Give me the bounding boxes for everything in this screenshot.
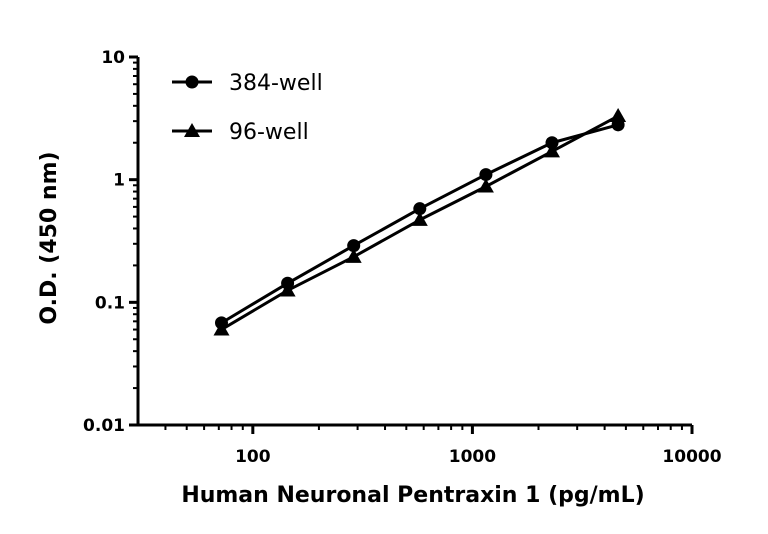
data-point-triangle [345,248,362,263]
data-point-circle [479,168,493,182]
y-tick-label: 10 [101,48,125,68]
legend-item: 96-well [172,120,309,145]
y-tick-label: 0.01 [83,416,125,436]
x-tick-label: 100 [235,447,271,467]
y-tick-label: 1 [113,171,125,191]
data-point-triangle [544,143,561,158]
data-point-triangle [610,108,627,123]
data-point-triangle [213,321,230,336]
data-point-circle [545,136,559,150]
axes: 0.01 0.1 1 10 100 1000 10000 [83,48,722,467]
data-point-circle [347,239,361,253]
legend-item: 384-well [172,71,323,96]
legend-circle-marker [185,75,199,89]
legend-triangle-marker [184,123,200,137]
x-axis-title: Human Neuronal Pentraxin 1 (pg/mL) [181,483,644,508]
data-point-circle [413,202,427,216]
data-point-triangle [279,282,296,297]
series-layer [213,108,627,336]
legend-label: 384-well [229,71,323,96]
data-point-triangle [411,211,428,226]
legend-label: 96-well [229,120,309,145]
x-tick-label: 10000 [662,447,721,467]
y-tick-label: 0.1 [95,293,125,313]
data-point-triangle [477,178,494,193]
legend: 384-well 96-well [172,71,323,145]
x-tick-label: 1000 [449,447,496,467]
series-96-well [213,108,627,336]
y-axis-title: O.D. (450 nm) [37,151,62,324]
